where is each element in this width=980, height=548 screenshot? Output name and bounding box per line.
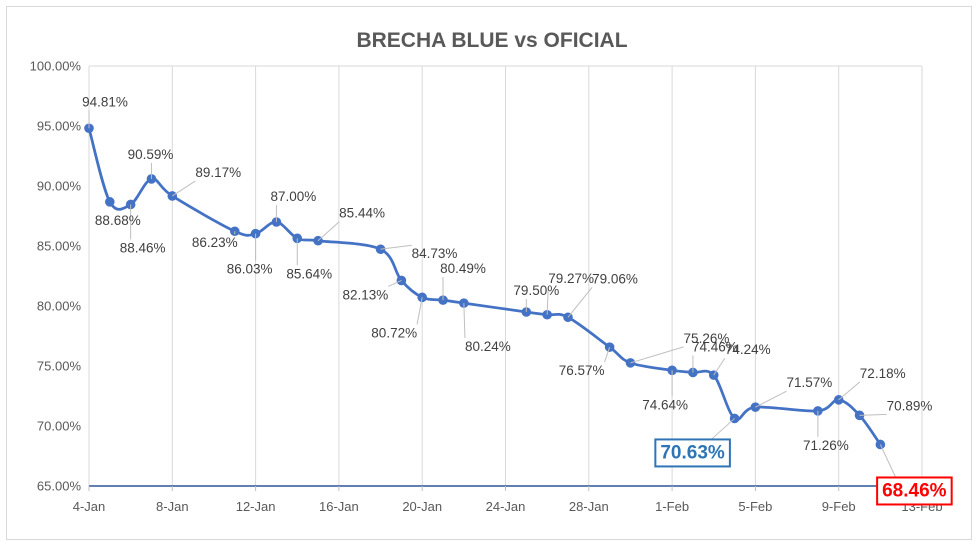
x-tick-label: 24-Jan [486,499,526,514]
data-label: 68.46% [882,480,947,501]
y-tick-label: 100.00% [30,59,82,74]
data-label: 71.26% [803,438,849,453]
data-point [105,197,115,207]
chart-title: BRECHA BLUE vs OFICIAL [356,29,627,52]
data-label: 87.00% [271,189,317,204]
label-leader-line [388,279,402,287]
x-tick-label: 16-Jan [319,499,359,514]
label-leader-line [546,286,549,315]
y-tick-label: 90.00% [37,179,82,194]
data-label: 79.27% [548,271,594,286]
data-label: 89.17% [195,165,241,180]
data-label: 75.26% [684,331,730,346]
data-label: 80.49% [440,261,486,276]
x-tick-label: 12-Jan [236,499,276,514]
label-leader-line [630,346,684,364]
label-leader-line [713,357,726,376]
data-label: 88.68% [95,213,141,228]
data-label: 85.44% [339,206,385,221]
label-leader-line [317,221,340,242]
data-label: 76.57% [559,363,605,378]
label-leader-line [710,418,735,440]
data-label: 86.03% [227,262,273,277]
x-tick-label: 5-Feb [738,499,772,514]
label-leader-line [463,303,466,339]
data-label: 71.57% [787,375,833,390]
label-leader-line [838,381,861,401]
data-label: 74.24% [725,342,771,357]
label-leader-line [879,444,897,478]
chart-frame [6,6,972,540]
y-axis: 65.00% 70.00% 75.00% 80.00% 85.00% 90.00% 95.0… [30,59,90,494]
x-tick-label: 4-Jan [73,499,106,514]
data-label: 80.24% [465,339,511,354]
data-labels: 94.81% 88.68% 88.46% 90.59% 89.17% 86.23% 86.0… [82,94,953,506]
label-leader-line [859,413,887,416]
label-leader-line [416,297,423,325]
y-tick-label: 75.00% [37,359,82,374]
data-label: 94.81% [82,94,128,109]
data-series [84,123,886,450]
data-label: 72.18% [860,366,906,381]
data-label: 84.73% [412,246,458,261]
x-tick-label: 28-Jan [569,499,609,514]
grid-lines [88,65,923,486]
data-label: 74.46% [692,339,738,354]
data-label: 79.50% [513,283,559,298]
label-leader-line [755,390,787,408]
label-leader-line [172,180,196,197]
y-tick-label: 65.00% [37,479,82,494]
data-label: 74.64% [642,397,688,412]
data-label: 70.63% [660,442,725,463]
x-tick-label: 1-Feb [655,499,689,514]
y-tick-label: 70.00% [37,419,82,434]
data-label: 86.23% [192,235,238,250]
data-label: 90.59% [128,147,174,162]
data-label: 79.06% [592,271,638,286]
highlight-label-box [876,476,953,506]
x-tick-label: 20-Jan [402,499,442,514]
x-tick-label: 8-Jan [156,499,189,514]
y-tick-label: 95.00% [37,119,82,134]
data-point [750,402,761,412]
x-axis: 4-Jan 8-Jan 12-Jan 16-Jan 20-Jan 24-Jan 28-Jan… [73,485,943,514]
data-label: 82.13% [342,287,388,302]
data-label: 88.46% [120,240,166,255]
label-leader-line [567,286,593,318]
label-leader-line [604,346,611,363]
y-tick-label: 80.00% [37,299,82,314]
data-label: 85.64% [286,266,332,281]
data-label: 80.72% [371,325,417,340]
label-leader-line [380,244,412,250]
data-label: 70.89% [887,398,933,413]
y-tick-label: 85.00% [37,239,82,254]
x-tick-label: 9-Feb [822,499,856,514]
label-leader-lines [88,110,897,478]
highlight-label-box [654,438,731,468]
